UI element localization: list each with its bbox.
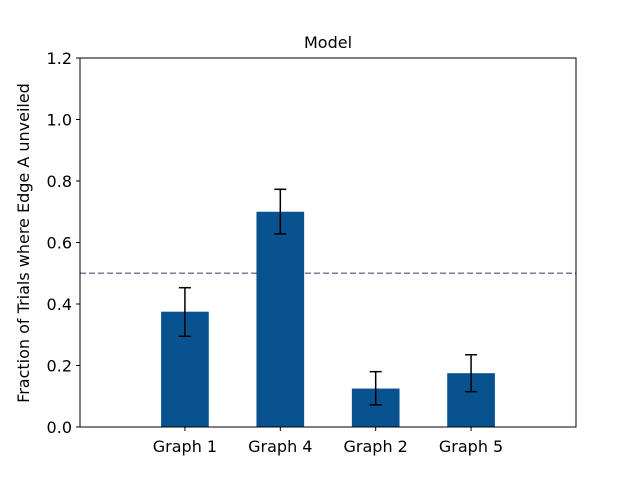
y-tick-label: 0.6 [47,234,72,253]
error-bar [274,188,287,235]
y-axis-label: Fraction of Trials where Edge A unveiled [14,83,33,403]
y-ticks: 0.0 0.2 0.4 0.6 0.8 1.0 1.2 [47,49,80,437]
x-tick-label: Graph 4 [248,437,312,456]
chart-title: Model [304,33,352,52]
y-tick-label: 1.0 [47,111,72,130]
error-bar [178,286,191,338]
bar [256,211,305,427]
x-tick-label: Graph 5 [439,437,503,456]
x-tick-label: Graph 2 [344,437,408,456]
plot-frame [79,57,577,428]
y-tick-label: 1.2 [47,49,72,68]
y-tick-label: 0.2 [47,357,72,376]
y-tick-label: 0.8 [47,172,72,191]
y-tick-label: 0.0 [47,418,72,437]
error-bars-layer [178,188,478,406]
x-tick-label: Graph 1 [153,437,217,456]
y-tick-label: 0.4 [47,295,72,314]
error-bar [465,353,478,393]
bars-layer [161,211,495,427]
x-ticks: Graph 1 Graph 4 Graph 2 Graph 5 [153,427,503,456]
error-bar [369,370,382,406]
